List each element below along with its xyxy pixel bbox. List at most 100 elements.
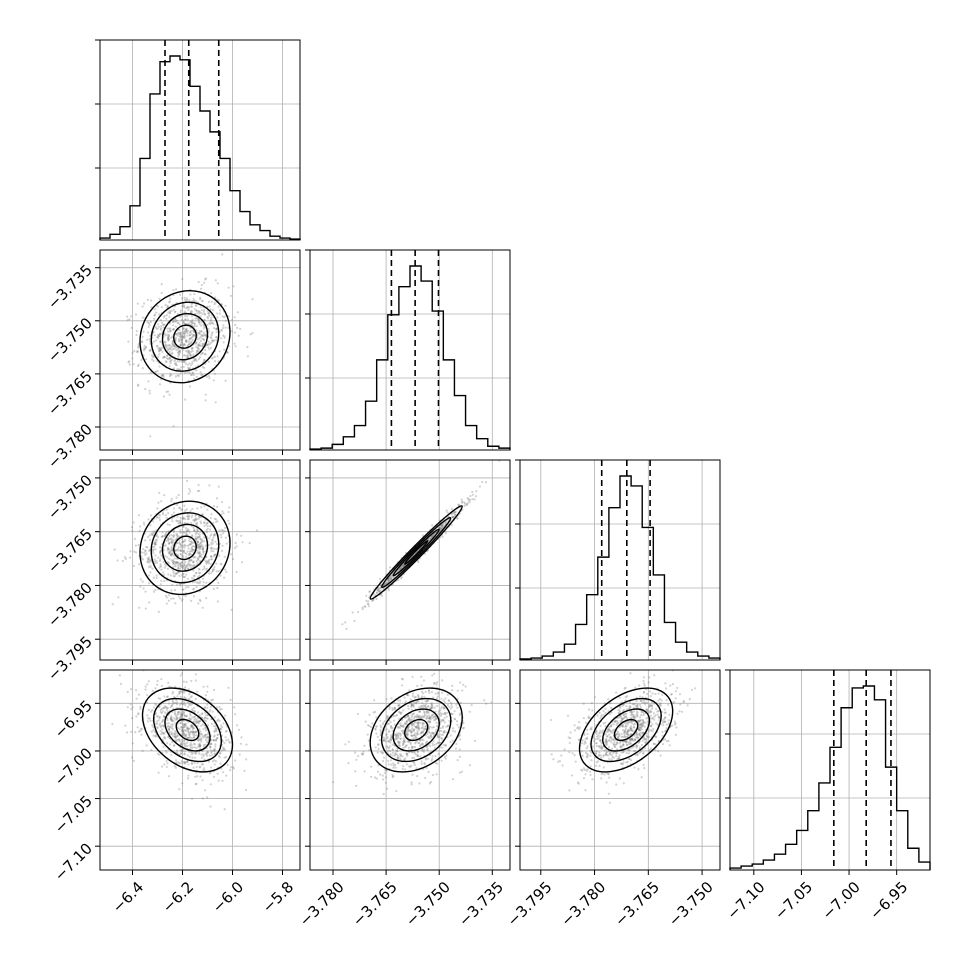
sample-point xyxy=(216,719,219,723)
sample-point xyxy=(430,759,433,762)
sample-point xyxy=(186,567,190,570)
sample-point xyxy=(392,764,395,767)
sample-point xyxy=(391,729,394,732)
sample-point xyxy=(222,334,225,337)
sample-point xyxy=(398,744,402,747)
sample-point xyxy=(156,507,159,510)
sample-point xyxy=(189,331,192,334)
sample-point xyxy=(379,588,382,591)
sample-point xyxy=(174,325,177,328)
sample-point xyxy=(402,742,405,745)
sample-point xyxy=(431,714,434,717)
sample-point xyxy=(168,350,171,353)
sample-point xyxy=(149,371,152,374)
sample-point xyxy=(198,545,201,548)
sample-point xyxy=(195,719,198,722)
sample-point xyxy=(206,736,209,739)
sample-point xyxy=(200,756,203,759)
sample-point xyxy=(431,706,434,709)
sample-point xyxy=(404,722,407,725)
sample-point xyxy=(179,516,182,520)
sample-point xyxy=(184,686,187,689)
sample-point xyxy=(204,393,207,396)
sample-point xyxy=(168,729,171,732)
sample-point xyxy=(464,502,467,505)
sample-point xyxy=(182,335,185,338)
sample-point xyxy=(440,713,443,716)
joint-panel-1-2 xyxy=(95,249,301,455)
sample-point xyxy=(216,355,219,358)
sample-point xyxy=(183,549,186,552)
sample-point xyxy=(431,716,434,720)
sample-point xyxy=(563,748,566,751)
sample-point xyxy=(391,748,394,751)
sample-point xyxy=(197,739,200,742)
sample-point xyxy=(176,374,179,377)
sample-point xyxy=(426,710,429,713)
sample-point xyxy=(391,773,394,777)
sample-point xyxy=(399,567,402,570)
sample-point xyxy=(186,777,190,780)
sample-point xyxy=(451,739,454,742)
sample-point xyxy=(143,302,146,305)
sample-point xyxy=(468,764,471,767)
sample-point xyxy=(181,728,184,732)
sample-point xyxy=(412,737,415,740)
sample-point xyxy=(610,736,613,739)
sample-point xyxy=(416,733,419,736)
sample-point xyxy=(214,401,217,404)
sample-point xyxy=(422,706,425,709)
sample-point xyxy=(188,697,191,700)
sample-point xyxy=(212,379,215,382)
sample-point xyxy=(649,695,652,698)
sample-point xyxy=(443,706,446,709)
sample-point xyxy=(188,338,191,341)
sample-point xyxy=(187,356,190,359)
sample-point xyxy=(214,739,217,742)
sample-point xyxy=(188,717,191,720)
sample-point xyxy=(193,732,196,735)
sample-point xyxy=(174,560,177,564)
sample-point xyxy=(198,744,202,748)
sample-point xyxy=(162,715,166,718)
sample-point xyxy=(144,553,147,557)
sample-point xyxy=(413,722,416,725)
sample-point xyxy=(185,715,188,718)
sample-point xyxy=(171,517,174,520)
sample-point xyxy=(431,757,434,761)
sample-point xyxy=(193,528,196,531)
sample-point xyxy=(232,767,235,770)
sample-point xyxy=(167,594,171,597)
sample-point xyxy=(368,749,371,752)
sample-point xyxy=(395,737,398,741)
sample-point xyxy=(196,346,199,349)
sample-point xyxy=(225,542,228,545)
sample-point xyxy=(372,711,375,714)
sample-point xyxy=(452,515,455,518)
sample-point xyxy=(174,766,177,769)
sample-point xyxy=(157,334,161,337)
sample-point xyxy=(169,360,172,363)
sample-point xyxy=(188,367,191,370)
sample-point xyxy=(397,734,400,737)
sample-point xyxy=(180,713,184,717)
sample-point xyxy=(402,725,405,729)
sample-point xyxy=(428,721,431,724)
sample-point xyxy=(221,740,224,743)
sample-point xyxy=(157,513,160,516)
sample-point xyxy=(220,563,223,566)
sample-point xyxy=(149,514,153,517)
sample-point xyxy=(180,343,183,346)
joint-panel-2-3 xyxy=(305,459,511,665)
sample-point xyxy=(183,723,186,726)
sample-point xyxy=(154,543,157,546)
sample-point xyxy=(388,705,391,709)
sample-point xyxy=(191,371,194,374)
sample-point xyxy=(179,368,182,371)
sample-point xyxy=(157,697,160,700)
sample-point xyxy=(663,718,666,721)
sample-point xyxy=(130,526,134,529)
sample-point xyxy=(399,755,402,758)
sample-point xyxy=(165,705,168,709)
sample-point xyxy=(183,546,186,549)
